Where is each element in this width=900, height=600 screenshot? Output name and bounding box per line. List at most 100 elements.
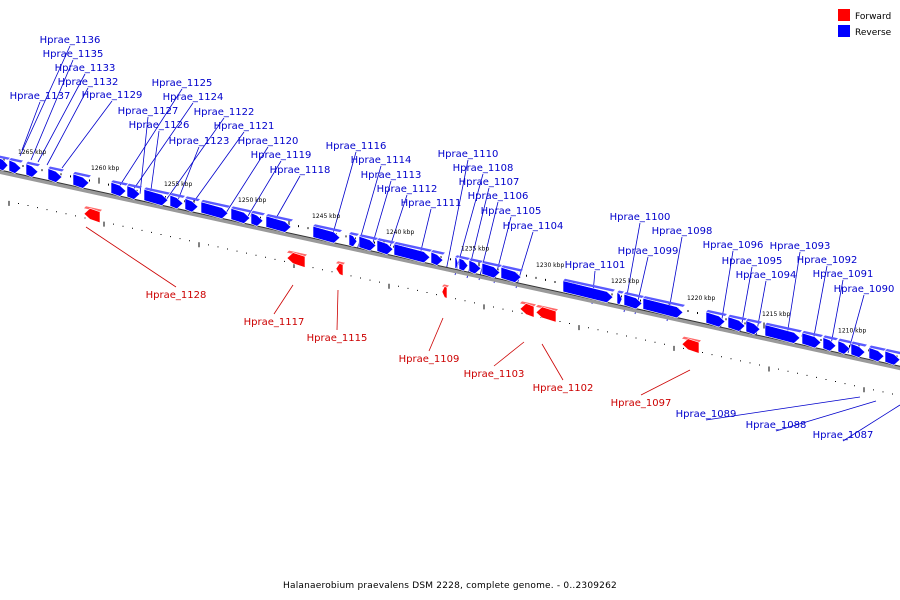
reverse-gene[interactable] [110, 181, 127, 197]
reverse-gene[interactable] [143, 188, 169, 206]
reverse-gene-label[interactable]: Hprae_1113 [361, 170, 422, 181]
reverse-gene-label[interactable]: Hprae_1104 [503, 221, 564, 232]
reverse-gene-label[interactable]: Hprae_1093 [770, 241, 831, 252]
reverse-gene[interactable] [454, 256, 459, 270]
reverse-gene-label[interactable]: Hprae_1098 [652, 226, 713, 237]
reverse-gene-label[interactable]: Hprae_1114 [351, 155, 412, 166]
reverse-gene[interactable] [0, 158, 9, 172]
reverse-gene-label[interactable]: Hprae_1095 [722, 256, 783, 267]
reverse-gene[interactable] [169, 194, 184, 210]
reverse-gene-label[interactable]: Hprae_1112 [377, 184, 438, 195]
reverse-gene[interactable] [458, 257, 469, 272]
forward-gene-label[interactable]: Hprae_1117 [244, 317, 305, 328]
reverse-gene-label[interactable]: Hprae_1121 [214, 121, 275, 132]
reverse-gene-label[interactable]: Hprae_1126 [129, 120, 190, 131]
reverse-gene[interactable] [868, 347, 885, 363]
reverse-gene[interactable] [623, 293, 643, 310]
reverse-leader-line [30, 59, 74, 161]
reverse-gene-label[interactable]: Hprae_1100 [610, 212, 671, 223]
reverse-gene-label[interactable]: Hprae_1107 [459, 177, 520, 188]
reverse-gene[interactable] [430, 251, 444, 266]
reverse-gene-label[interactable]: Hprae_1137 [10, 91, 71, 102]
reverse-gene[interactable] [126, 185, 141, 200]
reverse-gene-label[interactable]: Hprae_1122 [194, 107, 255, 118]
scale-label: 1255 kbp [164, 181, 192, 188]
reverse-gene-label[interactable]: Hprae_1089 [676, 409, 737, 420]
reverse-gene[interactable] [837, 340, 851, 355]
reverse-leader-line [46, 87, 89, 166]
reverse-gene[interactable] [230, 207, 251, 224]
reverse-gene[interactable] [25, 163, 39, 178]
reverse-gene[interactable] [481, 262, 501, 279]
reverse-gene-label[interactable]: Hprae_1129 [82, 90, 143, 101]
reverse-gene-label[interactable]: Hprae_1116 [326, 141, 387, 152]
reverse-gene[interactable] [745, 320, 761, 336]
reverse-gene[interactable] [393, 243, 431, 264]
forward-gene[interactable] [286, 252, 306, 268]
reverse-gene-label[interactable]: Hprae_1101 [565, 260, 626, 271]
reverse-gene[interactable] [8, 159, 22, 174]
reverse-gene-label[interactable]: Hprae_1118 [270, 165, 331, 176]
reverse-gene-label[interactable]: Hprae_1091 [813, 269, 874, 280]
forward-gene-label[interactable]: Hprae_1103 [464, 369, 525, 380]
reverse-gene[interactable] [250, 212, 264, 227]
reverse-gene[interactable] [312, 225, 341, 244]
reverse-gene-label[interactable]: Hprae_1133 [55, 63, 116, 74]
reverse-gene[interactable] [376, 239, 394, 256]
gene-top-face [885, 348, 900, 355]
reverse-gene[interactable] [822, 336, 837, 352]
reverse-gene[interactable] [850, 343, 866, 358]
reverse-gene-label[interactable]: Hprae_1123 [169, 136, 230, 147]
reverse-gene-label[interactable]: Hprae_1125 [152, 78, 213, 89]
reverse-gene[interactable] [562, 280, 614, 303]
reverse-gene[interactable] [47, 168, 63, 183]
reverse-gene-label[interactable]: Hprae_1105 [481, 206, 542, 217]
reverse-gene-label[interactable]: Hprae_1120 [238, 136, 299, 147]
forward-gene-label[interactable]: Hprae_1109 [399, 354, 460, 365]
reverse-gene-label[interactable]: Hprae_1092 [797, 255, 858, 266]
reverse-gene-label[interactable]: Hprae_1090 [834, 284, 895, 295]
reverse-gene-label[interactable]: Hprae_1096 [703, 240, 764, 251]
forward-gene[interactable] [681, 338, 700, 354]
reverse-gene-label[interactable]: Hprae_1124 [163, 92, 224, 103]
forward-gene-label[interactable]: Hprae_1097 [611, 398, 672, 409]
forward-gene[interactable] [441, 285, 448, 299]
forward-gene[interactable] [83, 207, 101, 224]
forward-gene[interactable] [335, 262, 344, 277]
reverse-gene[interactable] [184, 197, 199, 213]
reverse-gene[interactable] [72, 173, 90, 189]
reverse-gene[interactable] [265, 215, 292, 233]
reverse-gene-label[interactable]: Hprae_1087 [813, 430, 874, 441]
reverse-leader-line [37, 73, 86, 163]
reverse-gene[interactable] [616, 292, 623, 305]
reverse-gene-label[interactable]: Hprae_1135 [43, 49, 104, 60]
reverse-gene[interactable] [348, 233, 358, 248]
reverse-gene-label[interactable]: Hprae_1136 [40, 35, 101, 46]
reverse-gene[interactable] [764, 324, 801, 344]
reverse-gene-label[interactable]: Hprae_1108 [453, 163, 514, 174]
reverse-gene[interactable] [358, 235, 377, 252]
gene-top-face [802, 330, 823, 337]
reverse-gene-label[interactable]: Hprae_1132 [58, 77, 119, 88]
forward-gene-label[interactable]: Hprae_1102 [533, 383, 594, 394]
forward-gene-label[interactable]: Hprae_1128 [146, 290, 207, 301]
reverse-gene[interactable] [801, 332, 822, 349]
reverse-gene[interactable] [642, 297, 684, 319]
reverse-gene-label[interactable]: Hprae_1094 [736, 270, 797, 281]
reverse-gene[interactable] [884, 350, 900, 366]
reverse-gene[interactable] [500, 266, 522, 283]
reverse-gene-label[interactable]: Hprae_1119 [251, 150, 312, 161]
reverse-gene-label[interactable]: Hprae_1111 [401, 198, 462, 209]
reverse-gene-label[interactable]: Hprae_1106 [468, 191, 529, 202]
reverse-gene[interactable] [727, 316, 746, 332]
forward-gene-label[interactable]: Hprae_1115 [307, 333, 368, 344]
reverse-gene-label[interactable]: Hprae_1127 [118, 106, 179, 117]
reverse-gene[interactable] [468, 259, 482, 275]
reverse-gene-label[interactable]: Hprae_1099 [618, 246, 679, 257]
reverse-gene-label[interactable]: Hprae_1088 [746, 420, 807, 431]
reverse-gene[interactable] [705, 311, 726, 328]
forward-gene[interactable] [519, 303, 535, 318]
forward-gene[interactable] [535, 306, 557, 323]
reverse-gene[interactable] [200, 201, 229, 220]
reverse-gene-label[interactable]: Hprae_1110 [438, 149, 499, 160]
